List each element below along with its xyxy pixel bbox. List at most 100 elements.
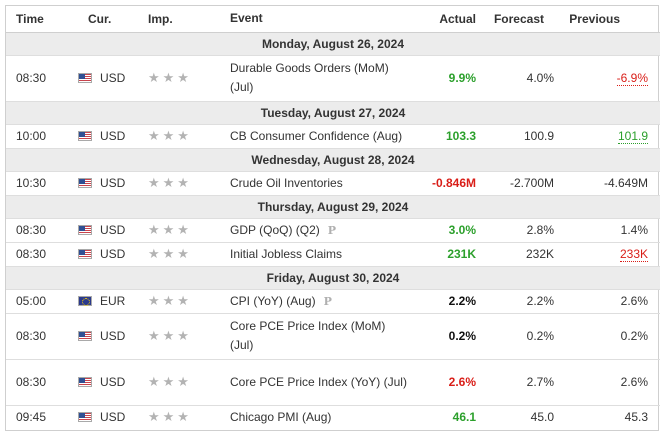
event-name-link[interactable]: GDP (QoQ) (Q2) [230,222,320,237]
event-name-cell[interactable]: Core PCE Price Index (YoY) (Jul) [230,358,414,405]
day-header-row: Wednesday, August 28, 2024 [6,147,660,171]
day-label: Monday, August 26, 2024 [6,31,660,55]
event-time: 08:30 [6,358,76,405]
event-name-cell[interactable]: CB Consumer Confidence (Aug) [230,123,414,148]
event-previous[interactable]: -6.9% [616,71,648,86]
event-name-link[interactable]: Chicago PMI (Aug) [230,409,332,424]
event-previous-cell: 233K [562,241,660,266]
event-header[interactable]: Event [230,6,414,33]
event-actual: 2.2% [414,288,482,313]
importance-stars: ★★★ [140,288,230,313]
importance-stars: ★★★ [140,358,230,405]
calendar-body: Monday, August 26, 2024 08:30 USD ★★★ Durabl… [6,31,660,429]
event-row[interactable]: 08:30 USD ★★★ GDP (QoQ) (Q2) P 3.0% 2.8% 1.4% [6,217,660,242]
event-name-link[interactable]: Core PCE Price Index (YoY) (Jul) [230,374,407,389]
event-name-cell[interactable]: Crude Oil Inventories [230,170,414,195]
event-forecast: 100.9 [482,123,562,148]
event-previous-cell: 1.4% [562,217,660,242]
event-previous[interactable]: 101.9 [617,129,648,144]
star-icon: ★★★ [148,409,192,425]
event-name-link[interactable]: Durable Goods Orders (MoM) (Jul) [230,61,389,94]
star-icon: ★★★ [148,293,192,308]
star-icon: ★★★ [148,70,192,85]
event-row[interactable]: 08:30 USD ★★★ Core PCE Price Index (MoM) (J… [6,312,660,359]
event-row[interactable]: 10:00 USD ★★★ CB Consumer Confidence (Aug) 1… [6,123,660,148]
event-row[interactable]: 10:30 USD ★★★ Crude Oil Inventories -0.846M -… [6,170,660,195]
day-label: Wednesday, August 28, 2024 [6,147,660,171]
event-currency-cell: USD [76,358,140,405]
p-icon: P [323,294,332,308]
event-currency-cell: USD [76,54,140,101]
star-icon: ★★★ [148,222,192,237]
event-actual: 9.9% [414,54,482,101]
us-flag-icon [78,249,92,259]
calendar-table: Time Cur. Imp. Event Actual Forecast Pre… [6,6,660,429]
event-forecast: 0.2% [482,312,562,359]
event-previous: 1.4% [620,223,648,237]
actual-header[interactable]: Actual [414,6,482,33]
event-time: 08:30 [6,217,76,242]
time-header[interactable]: Time [6,6,76,33]
event-currency: USD [100,329,126,343]
event-currency-cell: EUR [76,288,140,313]
event-actual: -0.846M [414,170,482,195]
event-currency: USD [100,223,126,237]
importance-header[interactable]: Imp. [140,6,230,33]
forecast-header[interactable]: Forecast [482,6,562,33]
event-name-cell[interactable]: CPI (YoY) (Aug) P [230,288,414,313]
previous-header[interactable]: Previous [562,6,660,33]
currency-header[interactable]: Cur. [76,6,140,33]
event-currency: USD [100,410,126,425]
event-previous-cell: 2.6% [562,288,660,313]
eu-flag-icon [78,296,92,306]
event-name-cell[interactable]: Core PCE Price Index (MoM) (Jul) [230,312,414,359]
day-header-row: Monday, August 26, 2024 [6,31,660,55]
event-previous: 2.6% [620,294,648,308]
event-forecast: -2.700M [482,170,562,195]
event-row[interactable]: 09:45 USD ★★★ Chicago PMI (Aug) 46.1 45.0 45.3 [6,404,660,429]
event-row[interactable]: 05:00 EUR ★★★ CPI (YoY) (Aug) P 2.2% 2.2% 2.6% [6,288,660,313]
us-flag-icon [78,225,92,235]
importance-stars: ★★★ [140,54,230,101]
us-flag-icon [78,331,92,341]
event-name-cell[interactable]: GDP (QoQ) (Q2) P [230,217,414,242]
star-icon: ★★★ [148,374,192,389]
event-time: 10:00 [6,123,76,148]
event-row[interactable]: 08:30 USD ★★★ Durable Goods Orders (MoM) (J… [6,54,660,101]
event-previous: 2.6% [620,375,648,389]
event-actual: 0.2% [414,312,482,359]
event-forecast: 45.0 [482,404,562,429]
event-name-cell[interactable]: Initial Jobless Claims [230,241,414,266]
event-forecast: 232K [482,241,562,266]
star-icon: ★★★ [148,175,192,190]
event-time: 08:30 [6,241,76,266]
event-forecast: 4.0% [482,54,562,101]
event-name-link[interactable]: Crude Oil Inventories [230,175,343,190]
event-previous-cell: 2.6% [562,358,660,405]
event-name-cell[interactable]: Chicago PMI (Aug) [230,404,414,429]
event-previous: 0.2% [620,329,648,343]
importance-stars: ★★★ [140,312,230,359]
day-header-row: Thursday, August 29, 2024 [6,194,660,218]
day-header-row: Tuesday, August 27, 2024 [6,100,660,124]
event-name-link[interactable]: Core PCE Price Index (MoM) (Jul) [230,319,386,352]
event-name-link[interactable]: CPI (YoY) (Aug) [230,293,316,308]
event-currency-cell: USD [76,123,140,148]
event-name-link[interactable]: Initial Jobless Claims [230,246,343,261]
event-currency: USD [100,247,126,261]
event-previous[interactable]: 233K [619,247,648,262]
event-actual: 231K [414,241,482,266]
us-flag-icon [78,73,92,83]
event-name-link[interactable]: CB Consumer Confidence (Aug) [230,128,403,143]
event-currency-cell: USD [76,170,140,195]
event-previous-cell: 0.2% [562,312,660,359]
event-previous-cell: -6.9% [562,54,660,101]
event-time: 10:30 [6,170,76,195]
event-row[interactable]: 08:30 USD ★★★ Initial Jobless Claims 231K 232… [6,241,660,266]
event-name-cell[interactable]: Durable Goods Orders (MoM) (Jul) [230,54,414,101]
event-row[interactable]: 08:30 USD ★★★ Core PCE Price Index (YoY) (J… [6,358,660,405]
star-icon: ★★★ [148,328,192,343]
importance-stars: ★★★ [140,123,230,148]
event-actual: 2.6% [414,358,482,405]
event-currency-cell: USD [76,241,140,266]
